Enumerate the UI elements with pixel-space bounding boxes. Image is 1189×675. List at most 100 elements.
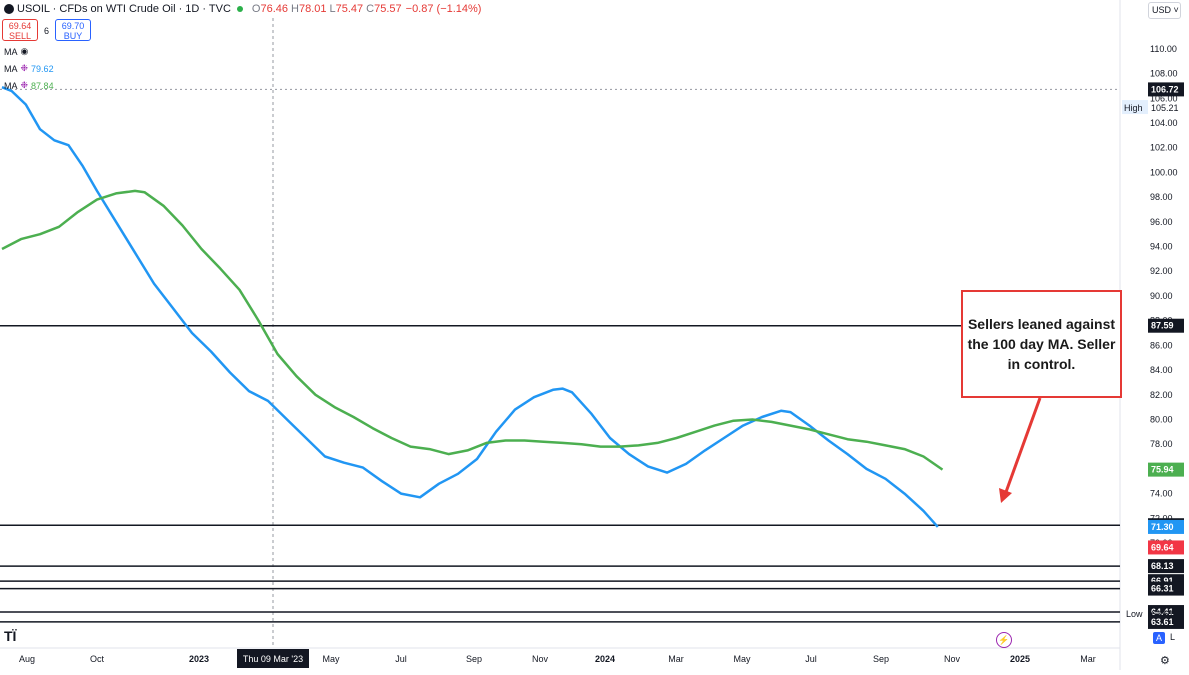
- ma-200-line: [1, 189, 944, 471]
- y-tick-label: 82.00: [1150, 390, 1173, 400]
- x-tick-label: Nov: [944, 654, 961, 664]
- price-label: 106.72: [1151, 84, 1179, 94]
- price-label: 105.21: [1151, 103, 1179, 113]
- annotation-arrowhead: [999, 488, 1012, 503]
- buy-price: 69.70: [61, 21, 85, 31]
- price-label: 63.61: [1151, 617, 1174, 627]
- indicator-ma-1[interactable]: MA ◉: [4, 46, 28, 57]
- sell-button[interactable]: 69.64 SELL: [2, 19, 38, 41]
- y-tick-label: 104.00: [1150, 118, 1178, 128]
- y-tick-label: 108.00: [1150, 69, 1178, 79]
- y-tick-label: 84.00: [1150, 365, 1173, 375]
- x-tick-label: Sep: [873, 654, 889, 664]
- chevron-down-icon: ˅: [1173, 5, 1179, 15]
- x-tick-label: May: [733, 654, 751, 664]
- price-label: 63.61: [1151, 609, 1174, 619]
- y-tick-label: 98.00: [1150, 192, 1173, 202]
- eye-icon[interactable]: ◉: [20, 46, 29, 56]
- indicator-label: MA: [4, 80, 18, 91]
- x-tick-label: May: [322, 654, 340, 664]
- x-tick-label: 2023: [189, 654, 209, 664]
- indicator-value: 87.84: [31, 80, 54, 91]
- price-label: 69.64: [1151, 542, 1174, 552]
- y-tick-label: 110.00: [1150, 44, 1177, 54]
- ma-100-line: [1, 86, 939, 528]
- currency-label: USD: [1152, 5, 1172, 15]
- chart-header: USOIL · CFDs on WTI Crude Oil · 1D · TVC…: [0, 0, 481, 18]
- annotation-callout[interactable]: Sellers leaned against the 100 day MA. S…: [961, 290, 1122, 398]
- price-label: 68.13: [1151, 561, 1174, 571]
- lightning-icon[interactable]: ⚡: [996, 632, 1012, 648]
- price-label: 66.31: [1151, 584, 1174, 594]
- high-label: High: [1124, 103, 1143, 113]
- indicator-label: MA: [4, 63, 18, 74]
- auto-scale-button[interactable]: A: [1153, 632, 1165, 644]
- price-label-box: [1148, 82, 1184, 97]
- x-tick-label: Aug: [19, 654, 35, 664]
- price-label-box: [1148, 559, 1184, 574]
- price-label-box: [1148, 540, 1184, 555]
- price-label-box: [1148, 519, 1184, 534]
- buy-button[interactable]: 69.70 BUY: [55, 19, 91, 41]
- change-value: −0.87 (−1.14%): [405, 3, 482, 15]
- sell-price: 69.64: [8, 21, 32, 31]
- x-tick-label: Jul: [395, 654, 407, 664]
- price-label: 66.91: [1151, 576, 1174, 586]
- buy-label: BUY: [63, 31, 83, 41]
- close-label: C: [366, 3, 375, 15]
- sell-label: SELL: [8, 31, 32, 41]
- y-tick-label: 102.00: [1150, 143, 1178, 153]
- market-open-icon: [236, 6, 243, 12]
- price-label-box: [1148, 318, 1184, 333]
- x-tick-label: 2025: [1010, 654, 1030, 664]
- close-value: 75.57: [374, 3, 402, 15]
- y-tick-label: 100.00: [1150, 167, 1178, 177]
- indicator-ma-3[interactable]: MA ❉ 87.84: [4, 80, 54, 91]
- x-tick-label: Thu 09 Mar '23: [243, 654, 303, 664]
- settings-icon[interactable]: ❉: [20, 80, 29, 90]
- currency-select[interactable]: USD ˅: [1148, 2, 1181, 19]
- x-tick-label: 2024: [595, 654, 615, 664]
- high-label: H: [291, 3, 299, 15]
- price-label: 71.30: [1151, 522, 1174, 532]
- y-tick-label: 74.00: [1150, 489, 1173, 499]
- oil-symbol-icon: [4, 4, 14, 14]
- annotation-arrow: [1004, 397, 1042, 493]
- log-scale-button[interactable]: L: [1170, 632, 1176, 642]
- x-tick-label: Sep: [466, 654, 482, 664]
- price-label: 75.94: [1151, 465, 1174, 475]
- spread-value: 6: [44, 26, 50, 36]
- indicator-value: 79.62: [31, 63, 54, 74]
- symbol-title[interactable]: USOIL · CFDs on WTI Crude Oil · 1D · TVC: [17, 3, 231, 15]
- high-value: 78.01: [298, 3, 327, 15]
- open-value: 76.46: [260, 3, 289, 15]
- y-tick-label: 106.00: [1150, 93, 1178, 103]
- price-label-box: [1148, 614, 1184, 629]
- price-label: 64.41: [1151, 607, 1174, 617]
- settings-icon[interactable]: ❉: [20, 63, 29, 73]
- indicator-ma-2[interactable]: MA ❉ 79.62: [4, 63, 54, 74]
- tradingview-logo-icon[interactable]: ТЇ: [4, 628, 17, 644]
- y-tick-label: 92.00: [1150, 266, 1173, 276]
- gear-icon[interactable]: ⚙: [1160, 655, 1170, 667]
- high-tag: [1122, 100, 1148, 115]
- x-tick-label: Nov: [532, 654, 549, 664]
- low-label: L: [329, 3, 336, 15]
- open-label: O: [251, 3, 261, 15]
- low-value: 75.47: [335, 3, 364, 15]
- x-tick-label: Mar: [1080, 654, 1096, 664]
- y-tick-label: 80.00: [1150, 414, 1173, 424]
- x-tick-label: Mar: [668, 654, 684, 664]
- y-tick-label: 96.00: [1150, 217, 1173, 227]
- y-tick-label: 78.00: [1150, 439, 1173, 449]
- y-tick-label: 94.00: [1150, 242, 1173, 252]
- x-tick-label: Oct: [90, 654, 105, 664]
- price-label-box: [1148, 581, 1184, 596]
- crosshair-date-box: [237, 649, 309, 668]
- price-label-box: [1148, 462, 1184, 477]
- price-label: 87.59: [1151, 321, 1174, 331]
- y-tick-label: 90.00: [1150, 291, 1173, 301]
- indicator-label: MA: [4, 46, 18, 57]
